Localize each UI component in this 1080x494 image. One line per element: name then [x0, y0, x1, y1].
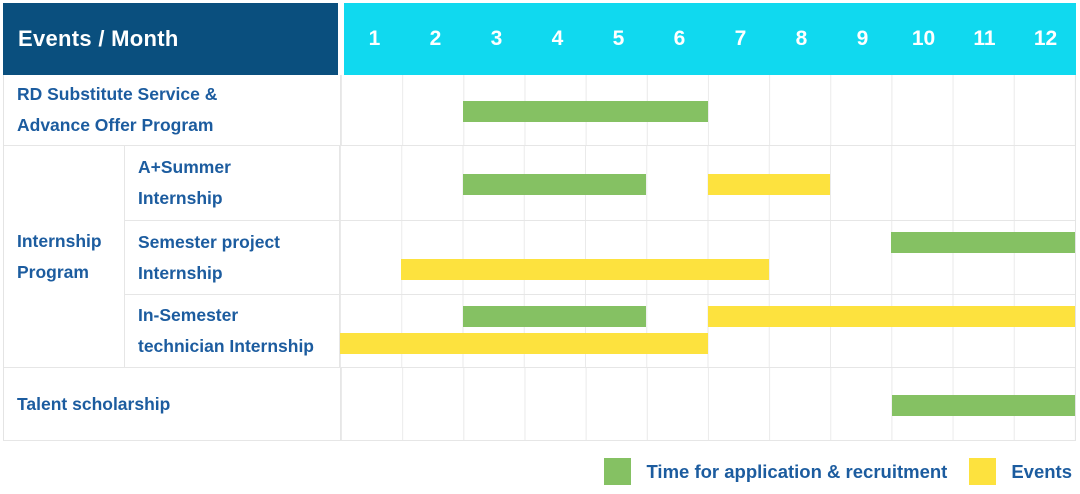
- month-label-3: 3: [490, 27, 503, 50]
- row-label-talent-scholarship: Talent scholarship: [4, 368, 341, 440]
- yellow-swatch-icon: [969, 458, 997, 485]
- month-header-strip: 1 2 3 4 5 6 7 8 9 10 11 12: [344, 3, 1076, 75]
- row-label-a-summer: A+Summer Internship: [125, 146, 340, 220]
- month-label-4: 4: [551, 27, 564, 50]
- legend: Time for application & recruitment Event…: [604, 458, 1072, 485]
- month-label-5: 5: [612, 27, 625, 50]
- events-bar: [401, 259, 769, 280]
- row-internship-program: Internship Program A+Summer Internship S…: [4, 146, 1075, 368]
- events-month-header: Events / Month: [3, 3, 338, 75]
- row-rd-substitute: RD Substitute Service & Advance Offer Pr…: [4, 75, 1075, 146]
- events-bar: [707, 174, 830, 195]
- month-label-2: 2: [429, 27, 442, 50]
- month-label-11: 11: [973, 27, 996, 50]
- row-label-in-semester: In-Semester technician Internship: [125, 295, 340, 367]
- table-header-row: Events / Month 1 2 3 4 5 6 7 8 9 10 11 12: [3, 3, 1076, 75]
- month-label-9: 9: [856, 27, 869, 50]
- bars-semester-project: [340, 221, 1075, 294]
- legend-item-events: Events: [969, 458, 1072, 485]
- application-recruitment-bar: [891, 395, 1075, 416]
- green-swatch-icon: [604, 458, 632, 485]
- month-label-12: 12: [1033, 27, 1058, 50]
- month-label-1: 1: [368, 27, 381, 50]
- table-body: RD Substitute Service & Advance Offer Pr…: [3, 75, 1076, 441]
- application-recruitment-bar: [462, 174, 647, 195]
- month-label-8: 8: [795, 27, 808, 50]
- application-recruitment-bar: [463, 101, 708, 122]
- legend-item-application: Time for application & recruitment: [604, 458, 947, 485]
- row-a-summer-internship: A+Summer Internship: [125, 146, 1075, 221]
- legend-label-events: Events: [1011, 460, 1072, 482]
- bars-rd-substitute: [341, 75, 1075, 145]
- bars-talent-scholarship: [341, 368, 1075, 440]
- bars-a-summer: [340, 146, 1075, 220]
- row-in-semester-internship: In-Semester technician Internship: [125, 295, 1075, 367]
- month-label-7: 7: [734, 27, 747, 50]
- events-bar: [340, 333, 708, 354]
- internship-subrows: A+Summer Internship Semester project Int…: [125, 146, 1075, 367]
- row-label-internship-program: Internship Program: [4, 146, 125, 367]
- month-label-10: 10: [911, 27, 936, 50]
- row-semester-project-internship: Semester project Internship: [125, 221, 1075, 295]
- row-label-semester-project: Semester project Internship: [125, 221, 340, 294]
- month-label-6: 6: [673, 27, 686, 50]
- bars-in-semester: [340, 295, 1075, 367]
- events-bar: [707, 306, 1075, 327]
- row-label-rd-substitute: RD Substitute Service & Advance Offer Pr…: [4, 75, 341, 145]
- row-talent-scholarship: Talent scholarship: [4, 368, 1075, 440]
- application-recruitment-bar: [462, 306, 647, 327]
- legend-label-application: Time for application & recruitment: [646, 460, 948, 482]
- header-gap: [338, 3, 344, 75]
- schedule-table: Events / Month 1 2 3 4 5 6 7 8 9 10 11 12 RD Substi…: [3, 3, 1076, 441]
- application-recruitment-bar: [891, 232, 1075, 253]
